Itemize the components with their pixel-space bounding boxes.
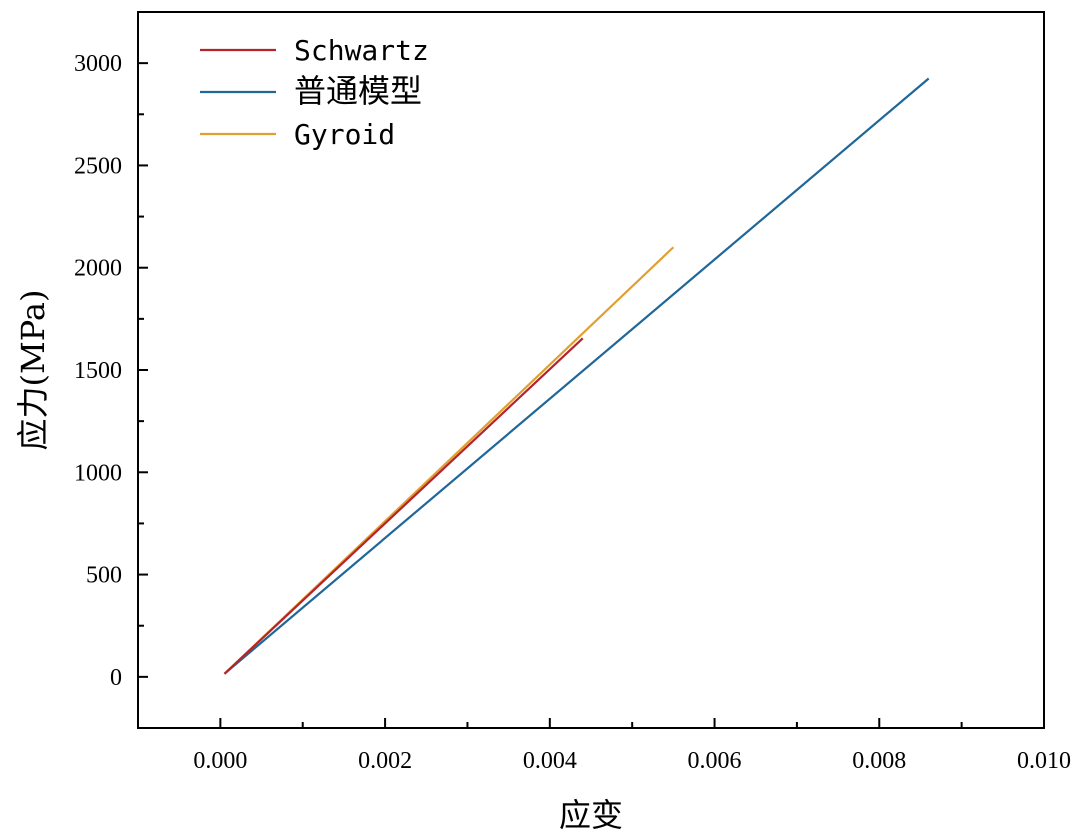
x-tick-label: 0.006	[688, 748, 742, 774]
x-axis-title: 应变	[559, 796, 623, 834]
x-tick-label: 0.002	[358, 748, 412, 774]
legend-label-0: Schwartz	[294, 34, 429, 67]
y-axis-title: 应力(MPa)	[14, 290, 52, 451]
y-tick-label: 2000	[74, 256, 122, 282]
y-tick-label: 1500	[74, 358, 122, 384]
x-tick-label: 0.010	[1017, 748, 1071, 774]
series-line-1	[223, 77, 930, 675]
legend: Schwartz 普通模型 Gyroid	[200, 34, 429, 151]
y-tick-label: 3000	[74, 51, 122, 77]
y-tick-label: 2500	[74, 153, 122, 179]
legend-label-2: Gyroid	[294, 118, 395, 151]
y-tick-label: 500	[86, 563, 122, 589]
x-tick-label: 0.008	[852, 748, 906, 774]
x-tick-label: 0.004	[523, 748, 577, 774]
series-line-0	[223, 337, 584, 675]
y-tick-label: 0	[110, 665, 122, 691]
y-axis-ticks: 0 500 1000 1500 2000 2500 3000	[74, 51, 148, 691]
plot-frame	[137, 11, 1045, 729]
x-axis-ticks: 0.000 0.002 0.004 0.006 0.008 0.010	[193, 718, 1071, 774]
x-tick-label: 0.000	[193, 748, 247, 774]
y-tick-label: 1000	[74, 460, 122, 486]
legend-label-1: 普通模型	[294, 72, 422, 110]
series-lines	[223, 77, 930, 675]
